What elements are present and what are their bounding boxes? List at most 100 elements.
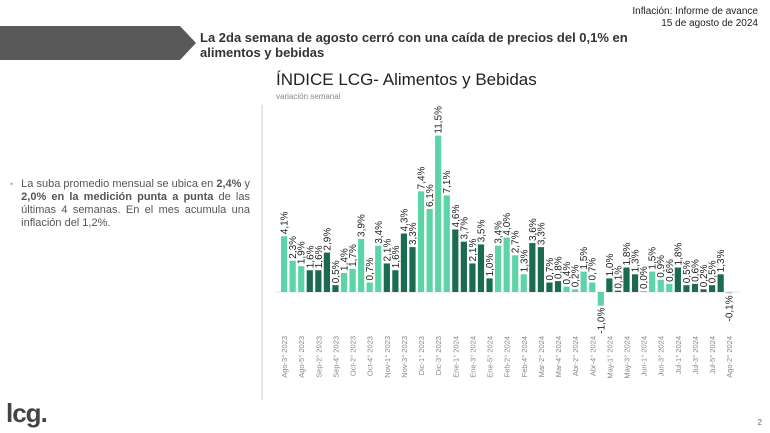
data-label: 0,5% xyxy=(682,260,693,283)
bullet-text: La suba promedio mensual se ubica en 2,4… xyxy=(21,178,250,229)
bullet-point: • La suba promedio mensual se ubica en 2… xyxy=(10,178,250,230)
data-label: 0,5% xyxy=(331,260,342,283)
x-tick-label: May-3° 2024 xyxy=(623,336,632,379)
bar xyxy=(460,241,467,292)
bar xyxy=(614,290,622,292)
lcg-logo: lcg. xyxy=(6,398,48,428)
bar xyxy=(726,292,733,294)
bar xyxy=(631,274,639,292)
bar xyxy=(657,279,664,292)
bar xyxy=(469,263,476,292)
headline-banner xyxy=(0,26,196,60)
bar xyxy=(717,274,724,292)
page-number: 2 xyxy=(757,418,762,427)
bar xyxy=(392,270,399,292)
data-label: 7,4% xyxy=(417,166,428,189)
bar xyxy=(520,274,527,292)
data-label: 0,7% xyxy=(365,258,376,281)
bar xyxy=(529,243,536,292)
data-label: 0,8% xyxy=(554,256,565,279)
data-label: 0,4% xyxy=(562,262,573,285)
bar xyxy=(640,291,647,292)
bar xyxy=(400,233,408,292)
bar xyxy=(289,260,296,292)
data-label: 1,6% xyxy=(305,245,316,268)
data-label: 0,9% xyxy=(656,255,667,278)
data-label: 0,2% xyxy=(571,264,582,287)
bar xyxy=(477,244,485,292)
data-label: 4,6% xyxy=(451,205,462,228)
x-tick-label: Mar-4° 2024 xyxy=(554,336,563,377)
bar xyxy=(537,247,544,292)
data-label: 0,2% xyxy=(699,264,710,287)
data-label: 1,0% xyxy=(485,253,496,276)
bullet-icon: • xyxy=(10,179,14,189)
bar xyxy=(554,281,562,292)
x-tick-label: Jul-5° 2024 xyxy=(708,336,717,374)
bar xyxy=(375,245,382,292)
data-label: 7,1% xyxy=(442,171,453,194)
bar xyxy=(623,267,630,292)
data-label: 6,1% xyxy=(425,184,436,207)
data-label: 0,6% xyxy=(690,259,701,282)
data-label: 3,3% xyxy=(408,222,419,245)
bar xyxy=(683,285,690,292)
x-tick-label: Oct-4° 2023 xyxy=(366,336,375,376)
x-tick-label: Abr-2° 2024 xyxy=(571,336,580,376)
chart-subtitle: variación semanal xyxy=(276,92,341,101)
data-label: 4,3% xyxy=(399,209,410,232)
bar xyxy=(306,270,313,292)
x-tick-label: Jul-3° 2024 xyxy=(691,336,700,374)
bar xyxy=(691,283,699,292)
data-label: 3,5% xyxy=(476,219,487,242)
bar xyxy=(298,266,305,292)
bar xyxy=(512,255,519,292)
x-tick-label: Ago-3° 2023 xyxy=(280,336,289,378)
data-label: 3,9% xyxy=(357,214,368,237)
x-tick-label: Dic-3° 2023 xyxy=(434,336,443,375)
x-tick-label: Dic-1° 2023 xyxy=(417,336,426,375)
x-tick-label: Ene-1° 2024 xyxy=(451,336,460,378)
data-label: 0,6% xyxy=(665,259,676,282)
data-label: 1,5% xyxy=(648,247,659,270)
bar xyxy=(572,289,579,292)
data-label: 3,4% xyxy=(374,221,385,244)
data-label: 11,5% xyxy=(434,106,445,134)
x-tick-label: Oct-2° 2023 xyxy=(349,336,358,376)
bar xyxy=(452,229,459,292)
data-label: 2,3% xyxy=(288,236,299,259)
data-label: 1,3% xyxy=(519,249,530,272)
data-label: 1,0% xyxy=(605,253,616,276)
data-label: 2,9% xyxy=(322,228,333,251)
bar xyxy=(589,282,596,292)
bar xyxy=(700,289,707,292)
bar xyxy=(417,191,425,292)
bar xyxy=(366,282,373,292)
data-label: 1,6% xyxy=(391,245,402,268)
x-tick-label: Ene-3° 2024 xyxy=(468,336,477,378)
data-label: 1,6% xyxy=(314,245,325,268)
x-tick-label: Nov-3° 2023 xyxy=(400,336,409,378)
bar xyxy=(486,278,493,292)
x-tick-label: Feb-4° 2024 xyxy=(520,336,529,377)
data-label: 4,0% xyxy=(502,213,513,236)
data-label: 1,3% xyxy=(716,249,727,272)
data-label: 0,7% xyxy=(588,258,599,281)
bar xyxy=(546,282,553,292)
bar xyxy=(281,236,288,292)
x-tick-label: Sep-4° 2023 xyxy=(331,336,340,378)
bar xyxy=(606,278,613,292)
x-tick-label: May-1° 2024 xyxy=(605,336,614,379)
data-label: 4,1% xyxy=(280,211,291,234)
chart-title: ÍNDICE LCG- Alimentos y Bebidas xyxy=(276,70,537,89)
x-tick-label: Mar-2° 2024 xyxy=(537,336,546,377)
bar xyxy=(666,283,673,292)
bar xyxy=(409,247,416,292)
data-label: 2,7% xyxy=(511,230,522,253)
report-info: Inflación: Informe de avance 15 de agost… xyxy=(632,6,758,30)
x-tick-label: Jun-3° 2024 xyxy=(657,336,666,377)
data-label: 3,6% xyxy=(528,218,539,241)
bar xyxy=(597,292,604,306)
data-label: 2,1% xyxy=(382,239,393,262)
